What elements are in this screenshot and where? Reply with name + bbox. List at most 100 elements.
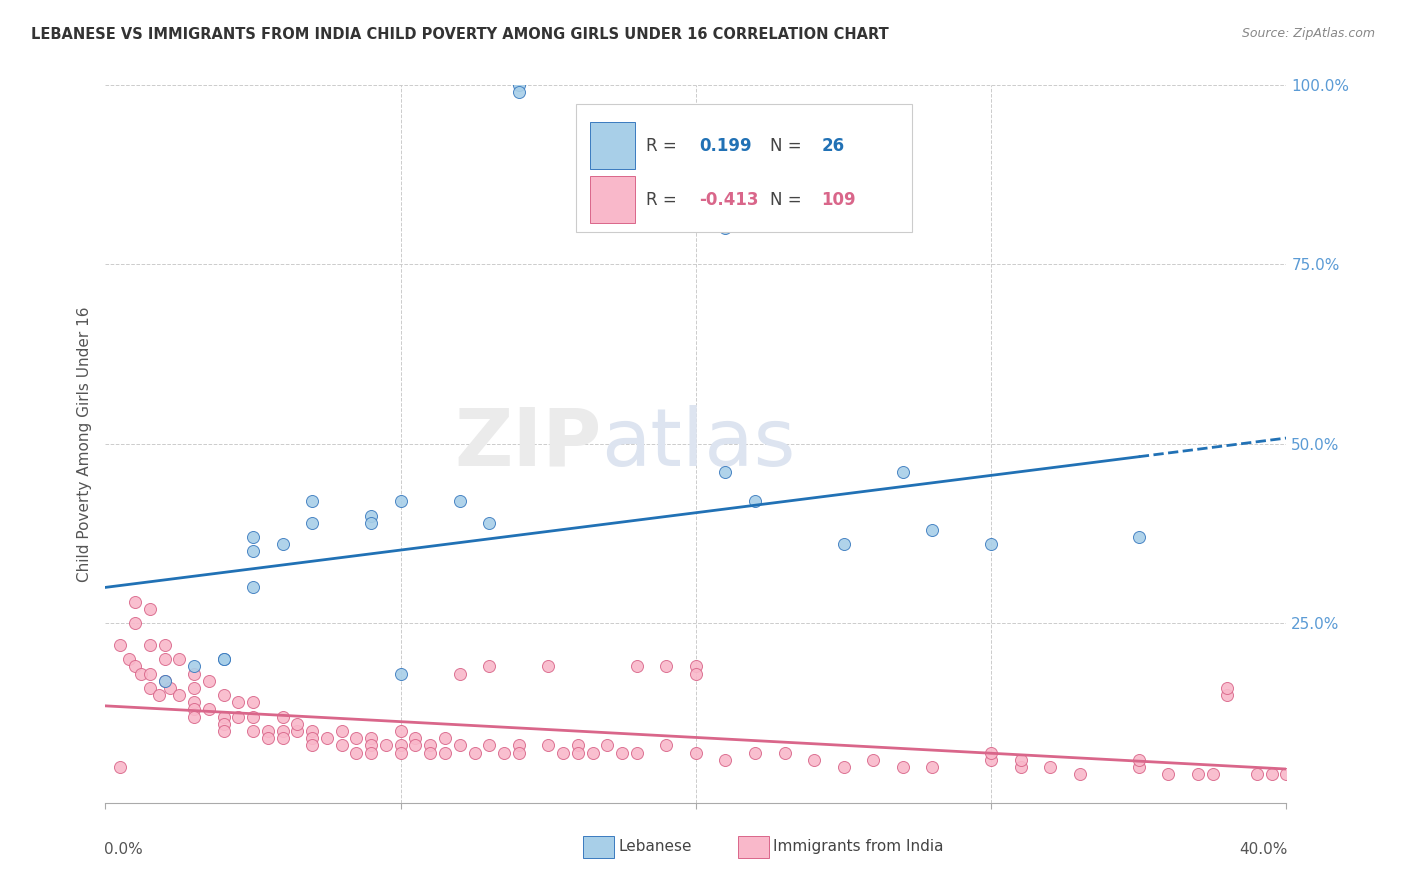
Point	[257, 731, 280, 746]
Y-axis label: Child Poverty Among Girls Under 16: Child Poverty Among Girls Under 16	[76, 306, 91, 582]
Point	[301, 739, 323, 753]
Point	[212, 652, 235, 666]
Point	[714, 221, 737, 235]
Point	[567, 746, 589, 760]
Point	[183, 666, 205, 681]
Point	[685, 659, 707, 673]
Point	[212, 652, 235, 666]
Text: Source: ZipAtlas.com: Source: ZipAtlas.com	[1241, 27, 1375, 40]
Point	[891, 466, 914, 480]
Point	[1010, 760, 1032, 774]
Point	[301, 494, 323, 508]
Point	[271, 709, 294, 723]
Point	[419, 746, 441, 760]
Point	[110, 760, 132, 774]
Point	[921, 523, 943, 537]
Point	[360, 746, 382, 760]
Point	[1128, 760, 1150, 774]
Point	[1246, 767, 1268, 781]
Point	[153, 652, 176, 666]
Point	[862, 753, 884, 767]
Point	[419, 739, 441, 753]
Point	[183, 659, 205, 673]
Point	[610, 746, 633, 760]
Point	[212, 709, 235, 723]
Point	[360, 516, 382, 530]
Point	[714, 466, 737, 480]
Point	[242, 724, 264, 739]
Point	[389, 494, 412, 508]
Point	[148, 688, 170, 702]
Point	[228, 695, 250, 709]
Point	[1216, 681, 1239, 695]
Point	[169, 688, 191, 702]
Point	[685, 666, 707, 681]
Point	[1010, 753, 1032, 767]
Text: -0.413: -0.413	[700, 191, 759, 209]
Point	[1128, 530, 1150, 544]
Point	[110, 638, 132, 652]
Point	[301, 731, 323, 746]
Point	[330, 739, 353, 753]
Point	[832, 760, 855, 774]
Point	[212, 724, 235, 739]
Text: R =: R =	[647, 191, 682, 209]
Point	[449, 494, 471, 508]
Point	[242, 530, 264, 544]
Point	[360, 731, 382, 746]
Bar	[589, 177, 634, 223]
Point	[582, 746, 605, 760]
Point	[169, 652, 191, 666]
Point	[346, 731, 368, 746]
Point	[551, 746, 574, 760]
Point	[980, 537, 1002, 551]
Point	[301, 724, 323, 739]
Text: N =: N =	[770, 136, 807, 155]
Point	[138, 638, 162, 652]
Point	[921, 760, 943, 774]
Point	[1216, 688, 1239, 702]
Text: Immigrants from India: Immigrants from India	[773, 839, 943, 855]
Point	[478, 739, 501, 753]
Text: atlas: atlas	[602, 405, 796, 483]
Point	[508, 85, 530, 99]
Point	[330, 724, 353, 739]
Point	[197, 702, 219, 716]
Point	[1187, 767, 1209, 781]
Point	[389, 746, 412, 760]
Bar	[589, 122, 634, 169]
Point	[287, 724, 309, 739]
Point	[478, 659, 501, 673]
Point	[124, 595, 146, 609]
Point	[508, 78, 530, 92]
Point	[773, 746, 796, 760]
Point	[346, 746, 368, 760]
Point	[124, 659, 146, 673]
Point	[405, 739, 427, 753]
Point	[242, 695, 264, 709]
Point	[228, 709, 250, 723]
Point	[744, 494, 766, 508]
Point	[596, 739, 619, 753]
Point	[257, 724, 280, 739]
Text: R =: R =	[647, 136, 682, 155]
Point	[1039, 760, 1062, 774]
Point	[537, 739, 560, 753]
Point	[271, 731, 294, 746]
Point	[433, 746, 456, 760]
Bar	[575, 104, 912, 232]
Point	[508, 746, 530, 760]
Point	[537, 659, 560, 673]
Point	[685, 746, 707, 760]
Point	[153, 638, 176, 652]
Point	[1157, 767, 1180, 781]
Text: Lebanese: Lebanese	[619, 839, 692, 855]
Point	[891, 760, 914, 774]
Text: 40.0%: 40.0%	[1239, 842, 1288, 857]
Point	[389, 666, 412, 681]
Point	[183, 709, 205, 723]
Point	[832, 537, 855, 551]
Point	[360, 739, 382, 753]
Point	[655, 659, 678, 673]
Point	[405, 731, 427, 746]
